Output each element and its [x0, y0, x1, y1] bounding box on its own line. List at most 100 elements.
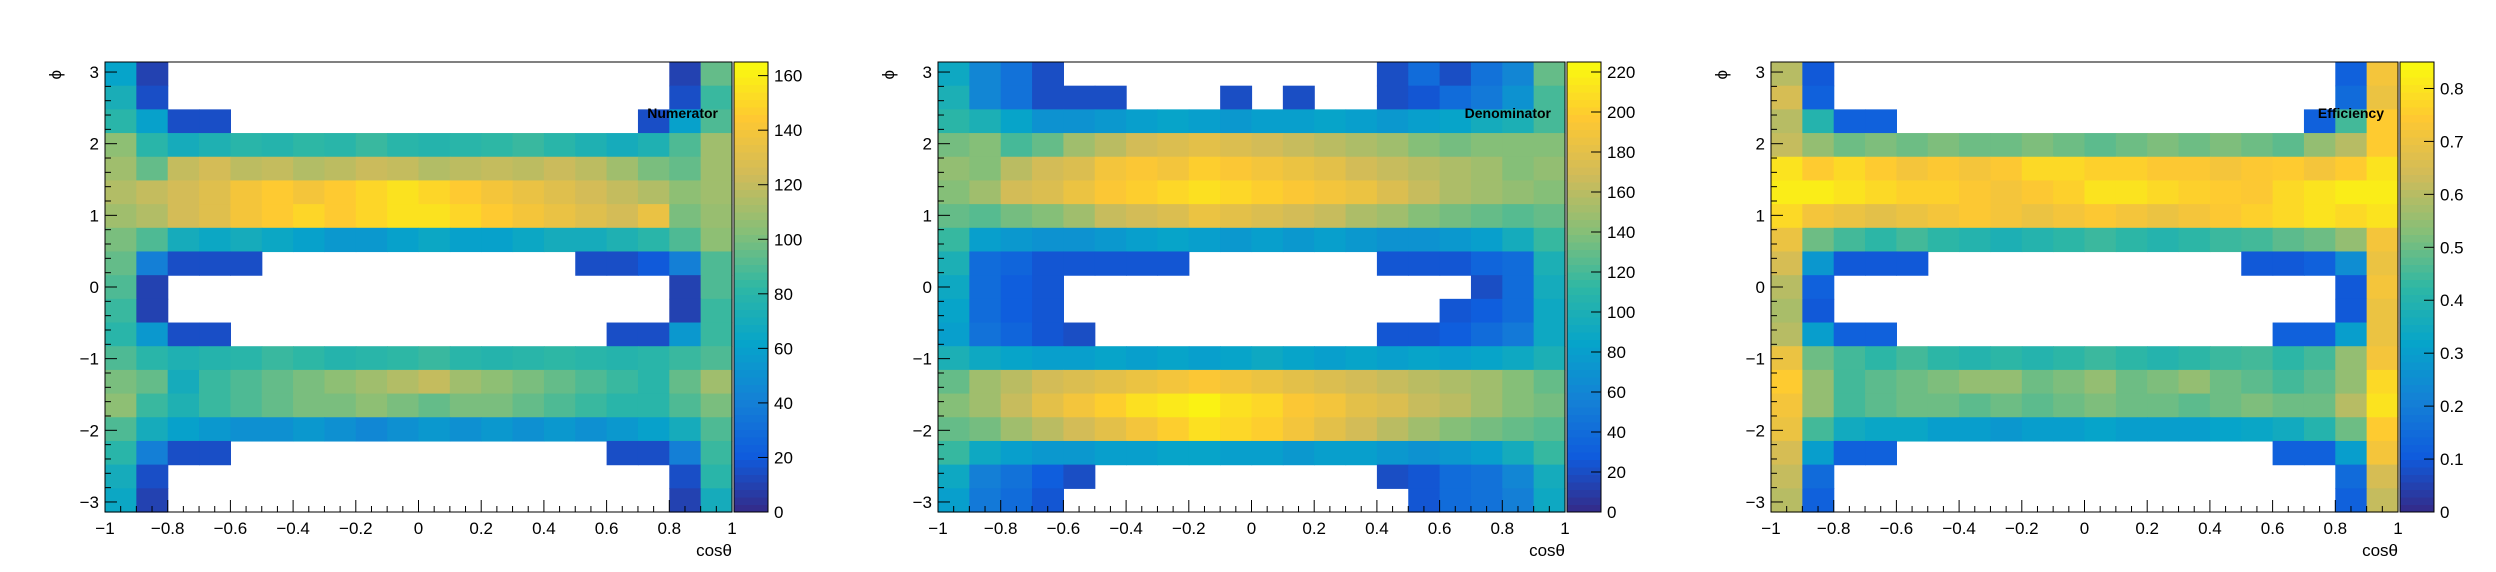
heatmap-cell: [1502, 464, 1535, 489]
color-bar-segment: [1567, 77, 1601, 85]
heatmap-cell: [355, 346, 388, 371]
heatmap-cell: [637, 204, 670, 229]
heatmap-cell: [1439, 440, 1472, 466]
heatmap-cell: [2303, 227, 2336, 253]
heatmap-cell: [199, 393, 231, 418]
heatmap-cell: [1032, 62, 1064, 87]
heatmap-cell: [669, 369, 702, 395]
color-bar-segment: [2400, 339, 2434, 348]
heatmap-cell: [700, 369, 733, 395]
heatmap-cell: [1094, 417, 1127, 442]
heatmap-cell: [2335, 85, 2368, 110]
heatmap-cell: [1032, 227, 1064, 253]
color-bar-segment: [734, 242, 768, 250]
heatmap-cell: [700, 417, 733, 442]
heatmap-cell: [1959, 346, 1992, 371]
heatmap-cell: [2335, 133, 2368, 158]
color-bar-segment: [2400, 159, 2434, 168]
heatmap-cell: [199, 369, 231, 395]
heatmap-cell: [2272, 440, 2305, 466]
heatmap-cell: [1188, 440, 1221, 466]
heatmap-cell: [105, 464, 137, 489]
heatmap-cell: [969, 393, 1002, 418]
color-bar-segment: [1567, 459, 1601, 468]
heatmap-cell: [2178, 369, 2211, 395]
y-axis-title: ϕ: [1712, 70, 1731, 80]
heatmap-cell: [1345, 156, 1378, 182]
color-bar-tick-label: 220: [1607, 63, 1635, 82]
heatmap-cell: [1126, 369, 1159, 395]
color-bar-segment: [2400, 429, 2434, 438]
heatmap-cell: [387, 369, 420, 395]
heatmap-cell: [1896, 227, 1929, 253]
heatmap-cell: [700, 62, 733, 87]
heatmap-cell: [2021, 156, 2054, 182]
heatmap-cell: [1220, 156, 1253, 182]
heatmap-cell: [1439, 346, 1472, 371]
heatmap-cell: [1802, 464, 1835, 489]
heatmap-cell: [1408, 109, 1441, 134]
heatmap-cell: [1990, 417, 2023, 442]
heatmap-cell: [136, 369, 169, 395]
color-bar: 0 20 40 60 80 100 120 140 160: [733, 61, 802, 522]
color-bar-segment: [2400, 99, 2434, 108]
heatmap-cell: [1833, 322, 1866, 347]
color-bar-tick-label: 80: [774, 285, 793, 304]
heatmap-cell: [1063, 393, 1096, 418]
y-tick-label: 0: [923, 278, 932, 297]
heatmap-cell: [1408, 204, 1441, 229]
heatmap-cell: [230, 251, 263, 276]
heatmap-cell: [1802, 62, 1835, 87]
heatmap-cell: [1408, 227, 1441, 253]
heatmap-cell: [1470, 346, 1503, 371]
heatmap-cell: [606, 156, 639, 182]
heatmap-cell: [1771, 393, 1803, 418]
heatmap-cell: [969, 133, 1002, 158]
color-bar-tick-label: 60: [774, 339, 793, 358]
heatmap-cell: [136, 85, 169, 110]
heatmap-cell: [2241, 180, 2274, 205]
heatmap-cell: [355, 156, 388, 182]
x-tick-label: 0.4: [2198, 519, 2222, 538]
heatmap-cell: [1000, 251, 1033, 276]
heatmap-cell: [2209, 227, 2242, 253]
heatmap-cell: [606, 180, 639, 205]
y-tick-label: 0: [90, 278, 99, 297]
heatmap-cell: [2335, 417, 2368, 442]
heatmap-cell: [1345, 346, 1378, 371]
x-tick-label: 0.8: [1490, 519, 1514, 538]
color-bar-segment: [1567, 474, 1601, 483]
heatmap-cell: [1032, 322, 1064, 347]
heatmap-cell: [1251, 227, 1284, 253]
heatmap-cell: [512, 180, 545, 205]
color-bar-frame: [733, 61, 769, 513]
heatmap-cell: [261, 227, 294, 253]
color-bar-segment: [2400, 354, 2434, 363]
heatmap-cell: [418, 369, 451, 395]
color-bar-segment: [1567, 407, 1601, 415]
heatmap-cell: [1251, 156, 1284, 182]
heatmap-cell: [1314, 227, 1347, 253]
heatmap-cells: [938, 62, 1566, 513]
heatmap-cell: [199, 133, 231, 158]
heatmap-cell: [2366, 275, 2399, 300]
heatmap-cell: [2303, 251, 2336, 276]
heatmap-cell: [293, 180, 326, 205]
color-bar-segment: [1567, 354, 1601, 363]
heatmap-cell: [1408, 62, 1441, 87]
heatmap-cell: [1833, 204, 1866, 229]
heatmap-cell: [1865, 393, 1897, 418]
heatmap-cell: [1865, 440, 1897, 466]
heatmap-cell: [1032, 440, 1064, 466]
x-tick-label: 0.6: [2261, 519, 2285, 538]
color-bar-segment: [1567, 212, 1601, 220]
heatmap-cell: [1376, 393, 1409, 418]
heatmap-cell: [1502, 85, 1535, 110]
heatmap-cell: [387, 227, 420, 253]
heatmap-cell: [1220, 417, 1253, 442]
heatmap-cell: [1927, 180, 1960, 205]
heatmap-cell: [2335, 180, 2368, 205]
heatmap-cell: [230, 204, 263, 229]
heatmap-cell: [1439, 62, 1472, 87]
heatmap-cell: [1000, 369, 1033, 395]
